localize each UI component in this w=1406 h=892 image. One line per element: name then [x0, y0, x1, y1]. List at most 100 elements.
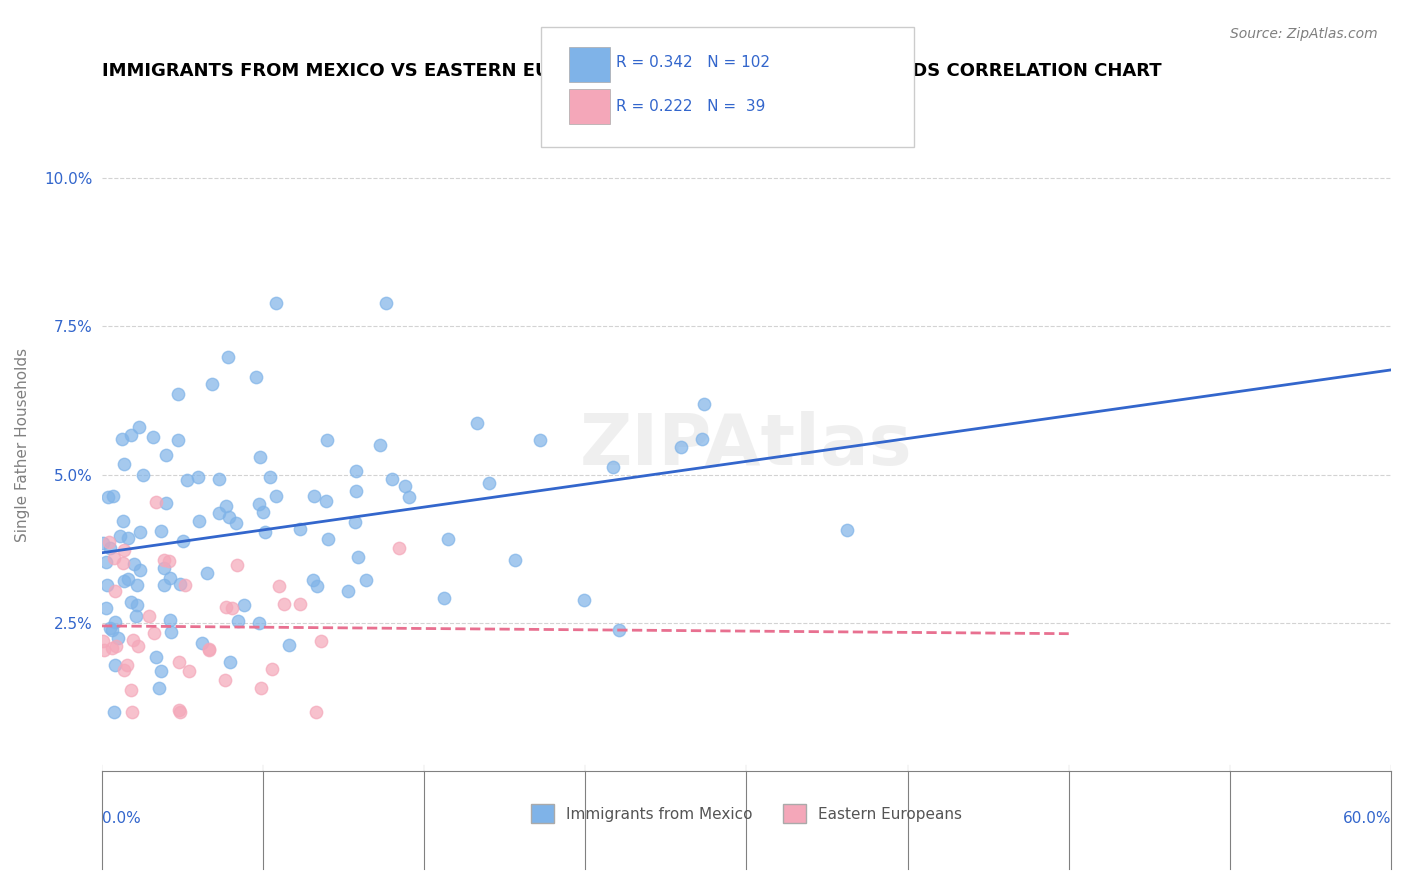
- Point: [198, 643, 221, 657]
- Point: [148, 681, 170, 695]
- Point: [344, 464, 367, 478]
- Point: [218, 655, 240, 669]
- Point: [218, 509, 240, 524]
- Point: [304, 705, 326, 719]
- Point: [125, 578, 148, 592]
- Point: [226, 614, 249, 628]
- Point: [169, 577, 191, 591]
- Point: [125, 609, 148, 624]
- Point: [117, 531, 139, 545]
- Point: [110, 432, 132, 446]
- Point: [290, 597, 312, 611]
- Point: [214, 673, 236, 687]
- Point: [155, 448, 177, 462]
- Text: 0.0%: 0.0%: [103, 811, 141, 825]
- Point: [122, 558, 145, 572]
- Point: [252, 505, 274, 519]
- Point: [190, 636, 212, 650]
- Point: [167, 703, 190, 717]
- Point: [347, 549, 370, 564]
- Point: [97, 535, 120, 549]
- Point: [503, 553, 526, 567]
- Point: [232, 598, 254, 612]
- Point: [121, 705, 143, 719]
- Point: [394, 479, 416, 493]
- Point: [129, 563, 152, 577]
- Point: [153, 561, 176, 575]
- Point: [100, 640, 122, 655]
- Point: [198, 642, 221, 657]
- Text: IMMIGRANTS FROM MEXICO VS EASTERN EUROPEAN SINGLE FATHER HOUSEHOLDS CORRELATION : IMMIGRANTS FROM MEXICO VS EASTERN EUROPE…: [103, 62, 1161, 79]
- Point: [167, 655, 190, 669]
- Point: [120, 682, 142, 697]
- Point: [150, 664, 173, 678]
- Point: [215, 500, 238, 514]
- Point: [97, 490, 120, 504]
- Text: ZIPAtlas: ZIPAtlas: [581, 410, 912, 480]
- Point: [478, 476, 501, 491]
- Point: [188, 514, 211, 528]
- Point: [104, 640, 127, 654]
- Point: [336, 584, 359, 599]
- Point: [177, 664, 200, 678]
- Point: [166, 434, 188, 448]
- Point: [160, 625, 183, 640]
- Point: [249, 681, 271, 695]
- Point: [277, 638, 299, 652]
- Point: [398, 490, 420, 504]
- Text: 60.0%: 60.0%: [1343, 811, 1391, 825]
- Point: [104, 615, 127, 629]
- Point: [195, 566, 218, 580]
- Point: [433, 591, 456, 605]
- Point: [249, 450, 271, 464]
- Point: [112, 543, 135, 558]
- Point: [465, 416, 488, 430]
- Point: [103, 550, 125, 565]
- Point: [127, 598, 149, 612]
- Point: [112, 514, 135, 528]
- Point: [315, 494, 337, 508]
- Point: [315, 433, 337, 447]
- Point: [103, 583, 125, 598]
- Point: [138, 609, 160, 624]
- Point: [208, 506, 231, 520]
- Point: [145, 495, 167, 509]
- Point: [607, 623, 630, 637]
- Point: [127, 639, 149, 653]
- Point: [690, 432, 713, 446]
- Point: [94, 601, 117, 615]
- Point: [572, 593, 595, 607]
- Point: [112, 557, 135, 571]
- Point: [264, 296, 287, 310]
- Point: [93, 642, 115, 657]
- Point: [91, 536, 114, 550]
- Text: Source: ZipAtlas.com: Source: ZipAtlas.com: [1230, 27, 1378, 41]
- Point: [288, 522, 311, 536]
- Point: [112, 458, 135, 472]
- Point: [302, 489, 325, 503]
- Point: [176, 473, 198, 487]
- Point: [114, 663, 136, 677]
- Text: R = 0.222   N =  39: R = 0.222 N = 39: [616, 99, 765, 113]
- Point: [150, 524, 173, 538]
- Point: [835, 523, 858, 537]
- Point: [112, 574, 135, 588]
- Point: [356, 573, 378, 587]
- Point: [253, 525, 276, 540]
- Point: [98, 541, 121, 556]
- Point: [370, 438, 392, 452]
- Point: [157, 554, 180, 568]
- Point: [103, 489, 125, 503]
- Point: [115, 658, 138, 673]
- Point: [101, 623, 124, 637]
- Point: [247, 615, 270, 630]
- Point: [247, 497, 270, 511]
- Point: [98, 621, 121, 635]
- Point: [132, 468, 155, 483]
- Point: [120, 428, 142, 442]
- Point: [266, 489, 288, 503]
- Point: [260, 662, 283, 676]
- Point: [316, 532, 339, 546]
- Point: [309, 634, 332, 648]
- Point: [245, 369, 267, 384]
